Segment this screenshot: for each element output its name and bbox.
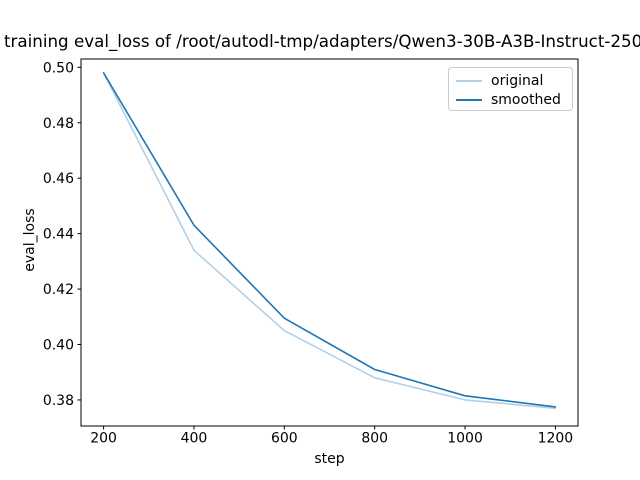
x-tick-label: 1000	[447, 431, 483, 447]
legend-item-smoothed: smoothed	[456, 90, 572, 109]
x-tick-label: 600	[271, 431, 298, 447]
x-tick-label: 1200	[538, 431, 574, 447]
y-tick-label: 0.46	[43, 171, 74, 187]
legend-label-smoothed: smoothed	[491, 91, 561, 108]
series-line-smoothed	[102, 72, 557, 408]
series-line-original	[102, 72, 557, 410]
y-tick-label: 0.44	[43, 227, 74, 243]
smoothed-line-sample	[456, 98, 482, 101]
legend: original smoothed	[448, 67, 573, 111]
y-tick-label: 0.48	[43, 116, 74, 132]
y-tick-label: 0.42	[43, 282, 74, 298]
x-tick-label: 200	[90, 431, 117, 447]
y-axis-label: eval_loss	[22, 208, 38, 272]
y-tick-label: 0.40	[43, 338, 74, 354]
chart-title: training eval_loss of /root/autodl-tmp/a…	[4, 31, 640, 51]
y-tick-label: 0.38	[43, 393, 74, 409]
original-line-sample	[456, 79, 482, 82]
x-tick-label: 400	[181, 431, 208, 447]
legend-label-original: original	[491, 72, 544, 89]
y-tick-label: 0.50	[43, 60, 74, 76]
axes-spines	[80, 58, 579, 427]
legend-item-original: original	[456, 71, 572, 90]
x-tick-label: 800	[361, 431, 388, 447]
x-axis-label: step	[314, 451, 345, 467]
